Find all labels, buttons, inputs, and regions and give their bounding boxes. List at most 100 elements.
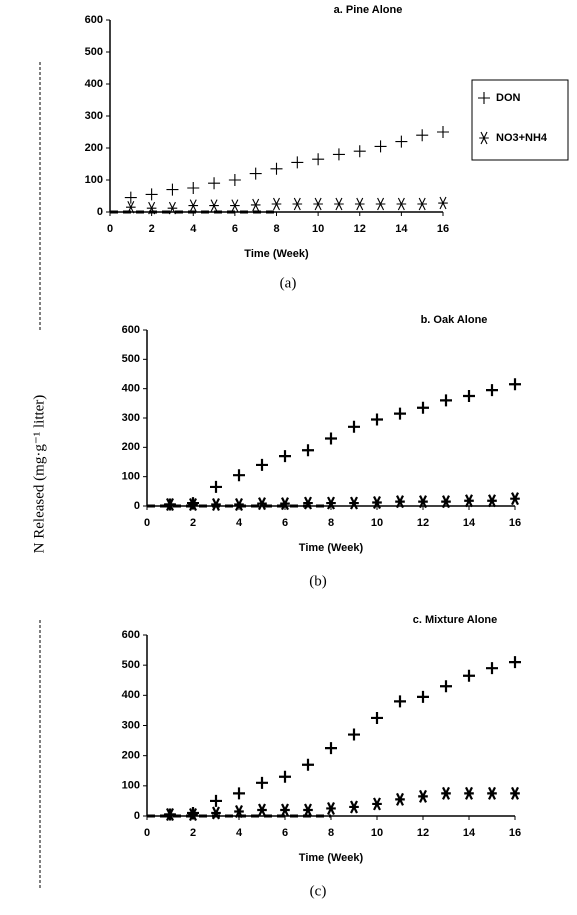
caption: (c) [310, 883, 327, 899]
marker [353, 145, 366, 158]
marker [211, 806, 221, 820]
marker [486, 662, 498, 675]
marker [464, 494, 474, 508]
x-tick-label: 2 [190, 517, 196, 529]
y-tick-label: 500 [85, 46, 103, 58]
x-tick-label: 6 [232, 223, 238, 235]
x-tick-label: 14 [395, 223, 408, 235]
x-tick-label: 12 [354, 223, 366, 235]
marker [211, 498, 221, 512]
marker [209, 199, 219, 212]
y-tick-label: 0 [97, 206, 103, 218]
marker [167, 201, 178, 215]
marker [292, 197, 303, 211]
marker [418, 495, 428, 509]
marker [256, 458, 268, 471]
marker [303, 803, 313, 817]
marker [417, 690, 429, 703]
marker [257, 497, 267, 511]
marker [372, 495, 382, 509]
marker [234, 804, 244, 818]
marker [394, 695, 406, 708]
marker [146, 201, 157, 215]
x-tick-label: 6 [282, 517, 288, 529]
marker [417, 401, 429, 414]
marker [394, 407, 406, 420]
y-tick-label: 600 [85, 14, 103, 26]
x-tick-label: 14 [463, 827, 476, 839]
marker [210, 794, 222, 807]
marker [440, 394, 452, 407]
marker [417, 197, 427, 211]
chart-title: a. Pine Alone [334, 4, 403, 16]
marker [325, 432, 337, 445]
y-tick-label: 400 [85, 78, 103, 90]
marker [145, 188, 158, 201]
x-axis-label: Time (Week) [299, 852, 364, 864]
x-tick-label: 12 [417, 827, 429, 839]
marker [375, 197, 386, 211]
x-tick-label: 10 [312, 223, 324, 235]
y-tick-label: 600 [122, 629, 140, 641]
y-tick-label: 200 [122, 750, 140, 762]
marker [463, 669, 475, 682]
x-tick-label: 10 [371, 517, 383, 529]
marker [349, 496, 359, 510]
y-tick-label: 500 [122, 353, 140, 365]
legend-marker [478, 92, 490, 104]
marker [302, 758, 314, 771]
marker [441, 786, 451, 800]
marker [270, 162, 283, 175]
marker [165, 498, 175, 512]
marker [230, 199, 240, 212]
chart-title: c. Mixture Alone [413, 614, 498, 626]
x-tick-label: 16 [509, 827, 521, 839]
y-tick-label: 0 [134, 500, 140, 512]
x-tick-label: 12 [417, 517, 429, 529]
marker [372, 797, 382, 811]
x-tick-label: 16 [509, 517, 521, 529]
marker [234, 498, 244, 512]
y-tick-label: 300 [122, 719, 140, 731]
marker [438, 196, 448, 210]
marker [395, 792, 405, 806]
marker [271, 197, 282, 211]
marker [441, 495, 451, 509]
marker [313, 197, 323, 211]
y-tick-label: 0 [134, 810, 140, 822]
marker [303, 496, 313, 510]
marker [486, 384, 498, 397]
marker [510, 492, 520, 506]
marker [487, 494, 497, 508]
marker [371, 711, 383, 724]
x-tick-label: 14 [463, 517, 476, 529]
legend-marker [479, 131, 489, 145]
marker [395, 495, 405, 509]
x-tick-label: 0 [144, 517, 150, 529]
y-tick-label: 200 [122, 441, 140, 453]
y-tick-label: 300 [85, 110, 103, 122]
chart-title: b. Oak Alone [421, 314, 488, 326]
x-tick-label: 0 [107, 223, 113, 235]
legend-box [471, 79, 569, 161]
marker [228, 174, 241, 186]
marker [250, 198, 261, 212]
marker [188, 808, 198, 821]
x-axis-label: Time (Week) [299, 542, 364, 554]
marker [326, 496, 336, 510]
y-tick-label: 600 [122, 324, 140, 336]
x-tick-label: 4 [236, 517, 243, 529]
y-axis-label: N Released (mg·g⁻¹ litter) [31, 395, 47, 554]
marker [312, 153, 325, 166]
marker [124, 191, 137, 204]
marker [233, 469, 245, 482]
x-tick-label: 2 [190, 827, 196, 839]
x-tick-label: 0 [144, 827, 150, 839]
marker [354, 197, 365, 211]
y-tick-label: 100 [122, 471, 140, 483]
marker [249, 167, 262, 180]
x-tick-label: 4 [236, 827, 243, 839]
marker [166, 183, 179, 196]
marker [509, 656, 521, 669]
